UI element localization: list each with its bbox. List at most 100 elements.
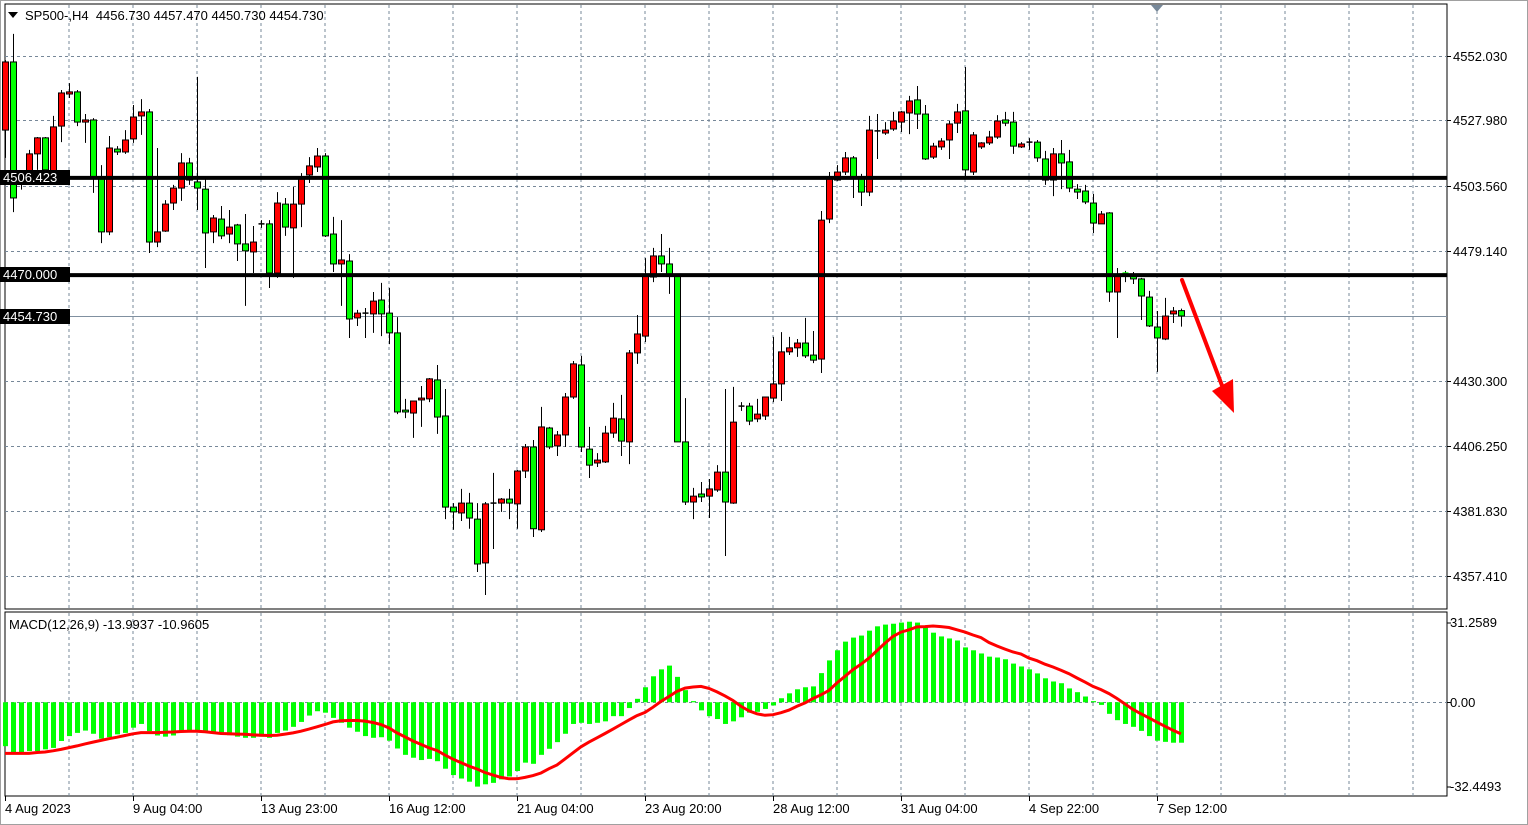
macd-histogram-bar (691, 701, 696, 703)
candle-body (962, 110, 969, 171)
candle-body (1146, 296, 1153, 327)
candle (1098, 211, 1105, 225)
candle (466, 492, 473, 529)
candle-body (2, 61, 9, 131)
candle (162, 200, 169, 232)
macd-histogram-bar (1035, 673, 1040, 703)
macd-histogram-bar (483, 702, 488, 785)
macd-histogram-bar (435, 702, 440, 762)
candle-body (10, 61, 17, 199)
macd-histogram-bar (1107, 702, 1112, 714)
candle-body (434, 379, 441, 418)
macd-histogram-bar (379, 702, 384, 738)
candle (1074, 184, 1081, 200)
candle-body (1074, 188, 1081, 193)
candle (946, 121, 953, 159)
candle-body (1018, 143, 1025, 148)
macd-histogram-bar (1067, 688, 1072, 703)
macd-histogram-bar (1075, 692, 1080, 703)
candle-body (170, 187, 177, 204)
macd-header: MACD(12,26,9) -13.9937 -10.9605 (9, 617, 210, 632)
macd-histogram-bar (131, 702, 136, 728)
candle (786, 336, 793, 356)
candle-body (338, 259, 345, 265)
candle-body (202, 188, 209, 234)
candle-body (122, 139, 129, 153)
macd-histogram-bar (979, 653, 984, 703)
candle (170, 184, 177, 210)
macd-histogram-bar (803, 687, 808, 703)
x-tick-label: 4 Aug 2023 (5, 801, 71, 816)
macd-histogram-bar (747, 702, 752, 713)
candle (874, 114, 881, 159)
y-tick-label: 4406.250 (1453, 438, 1508, 454)
macd-histogram-bar (835, 650, 840, 703)
candle (866, 115, 873, 197)
candle-body (554, 434, 561, 447)
macd-histogram-bar (467, 702, 472, 782)
candle-body (58, 92, 65, 127)
triangle-down-icon[interactable] (8, 12, 18, 18)
candle-body (810, 354, 817, 361)
candle-body (610, 417, 617, 434)
macd-histogram-bar (147, 702, 152, 732)
candle-body (770, 383, 777, 399)
y-tick-label: 4430.300 (1453, 373, 1508, 389)
candle (618, 394, 625, 457)
macd-histogram-bar (907, 621, 912, 703)
candle (546, 426, 553, 450)
macd-histogram-bar (1051, 681, 1056, 703)
x-tick-label: 9 Aug 04:00 (133, 801, 203, 816)
candle-body (42, 137, 49, 171)
macd-histogram-bar (523, 702, 528, 763)
macd-y-tick-label: -32.4493 (1450, 779, 1502, 794)
candle-body (794, 342, 801, 349)
macd-histogram-bar (1123, 702, 1128, 724)
candle-body (290, 203, 297, 229)
x-tick-label: 7 Sep 12:00 (1157, 801, 1228, 816)
macd-histogram-bar (827, 660, 832, 703)
macd-histogram-bar (1027, 669, 1032, 703)
candle (66, 83, 73, 99)
candle (1018, 142, 1025, 148)
candle (474, 503, 481, 573)
candle (34, 137, 41, 170)
macd-histogram-bar (115, 702, 120, 735)
macd-histogram-bar (715, 702, 720, 720)
candle (578, 355, 585, 453)
candle-body (850, 157, 857, 178)
candle (714, 465, 721, 492)
macd-histogram-bar (499, 702, 504, 780)
macd-histogram-bar (987, 656, 992, 703)
candle (514, 469, 521, 529)
candle (778, 332, 785, 402)
candle (738, 402, 745, 411)
candle-body (602, 432, 609, 463)
candle-body (626, 352, 633, 443)
macd-histogram-bar (403, 702, 408, 755)
candle (818, 211, 825, 373)
candle-body (354, 312, 361, 319)
candle-body (410, 400, 417, 414)
candle-body (714, 471, 721, 491)
macd-histogram-bar (1043, 678, 1048, 703)
candle (538, 406, 545, 532)
current-price-tag: 4454.730 (0, 308, 70, 324)
candle (322, 153, 329, 237)
candle-body (690, 495, 697, 503)
macd-histogram-bar (843, 641, 848, 703)
candle (138, 99, 145, 135)
macd-histogram-bar (1139, 702, 1144, 731)
macd-histogram-bar (187, 702, 192, 731)
candle-body (946, 123, 953, 141)
macd-histogram-bar (699, 702, 704, 711)
candle (1146, 290, 1153, 328)
candle (754, 398, 761, 423)
macd-histogram-bar (123, 702, 128, 733)
macd-histogram-bar (619, 702, 624, 717)
macd-histogram-bar (219, 702, 224, 735)
macd-histogram-bar (1115, 702, 1120, 721)
candle (1002, 111, 1009, 127)
candle (210, 215, 217, 244)
